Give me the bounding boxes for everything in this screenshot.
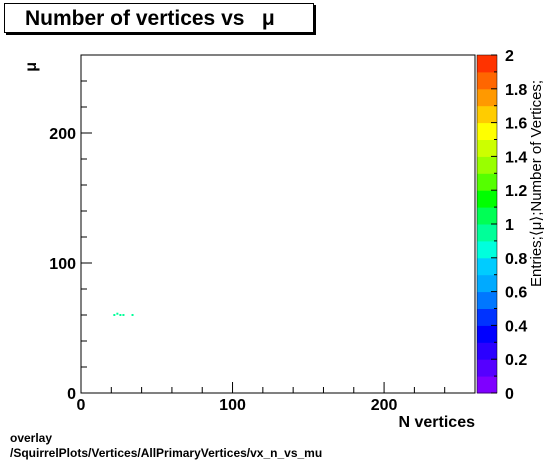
- color-bin: [477, 139, 497, 157]
- z-tick-label: 1.4: [505, 149, 527, 166]
- heatmap-cells: [113, 312, 134, 316]
- color-bin: [477, 105, 497, 124]
- color-bin: [477, 190, 497, 208]
- z-tick-label: 2: [505, 48, 514, 65]
- z-tick-label: 1: [505, 217, 514, 234]
- z-tick-label: 1.8: [505, 82, 527, 99]
- y-tick-label: 200: [49, 126, 76, 143]
- color-bin: [477, 224, 497, 242]
- color-bin: [477, 359, 497, 377]
- color-bin: [477, 376, 497, 394]
- color-bin: [477, 207, 497, 225]
- z-tick-label: 1.2: [505, 183, 527, 200]
- color-bin: [477, 122, 497, 140]
- z-tick-label: 0: [505, 386, 514, 403]
- z-tick-label: 0.4: [505, 318, 527, 335]
- chart-title: Number of vertices vs μ: [25, 7, 275, 30]
- x-tick-label: 0: [77, 397, 86, 414]
- color-axis-title: Entries;⟨μ⟩;Number of Vertices;: [528, 80, 545, 287]
- chart-title-box: Number of vertices vs μ: [4, 3, 314, 33]
- x-tick-label: 200: [371, 397, 398, 414]
- z-tick-label: 0.2: [505, 352, 527, 369]
- color-bin: [477, 257, 497, 276]
- color-bin: [477, 173, 497, 191]
- color-bin: [477, 274, 497, 293]
- heatmap-cell: [122, 314, 125, 316]
- x-tick-label: 100: [219, 397, 246, 414]
- plot-frame: [80, 54, 476, 394]
- color-bin: [477, 325, 497, 343]
- color-bin: [477, 308, 497, 326]
- heatmap-cell: [116, 312, 119, 315]
- color-bin: [477, 55, 497, 73]
- heatmap-cell: [119, 314, 122, 316]
- color-bin: [477, 291, 497, 309]
- heatmap-cell: [113, 314, 116, 316]
- color-bin: [477, 342, 497, 360]
- color-bin: [477, 71, 497, 90]
- color-bin: [477, 88, 497, 107]
- footer-overlay-label: overlay: [10, 431, 53, 445]
- x-axis-title: N vertices: [399, 414, 476, 431]
- y-axis-title: μ: [23, 62, 40, 72]
- z-tick-label: 1.6: [505, 116, 527, 133]
- y-tick-label: 0: [67, 386, 76, 403]
- heatmap-cell: [131, 314, 134, 316]
- y-tick-label: 100: [49, 256, 76, 273]
- axis-ticks: 0 100 200 0 100 200: [49, 54, 476, 414]
- z-tick-label: 0.8: [505, 251, 527, 268]
- color-bin: [477, 240, 497, 259]
- z-tick-label: 0.6: [505, 285, 527, 302]
- color-bin: [477, 156, 497, 174]
- color-scale: 0 0.2 0.4 0.6 0.8 1 1.2 1.4 1.6 1.8 2: [476, 48, 527, 403]
- footer-path-label: /SquirrelPlots/Vertices/AllPrimaryVertic…: [10, 446, 323, 460]
